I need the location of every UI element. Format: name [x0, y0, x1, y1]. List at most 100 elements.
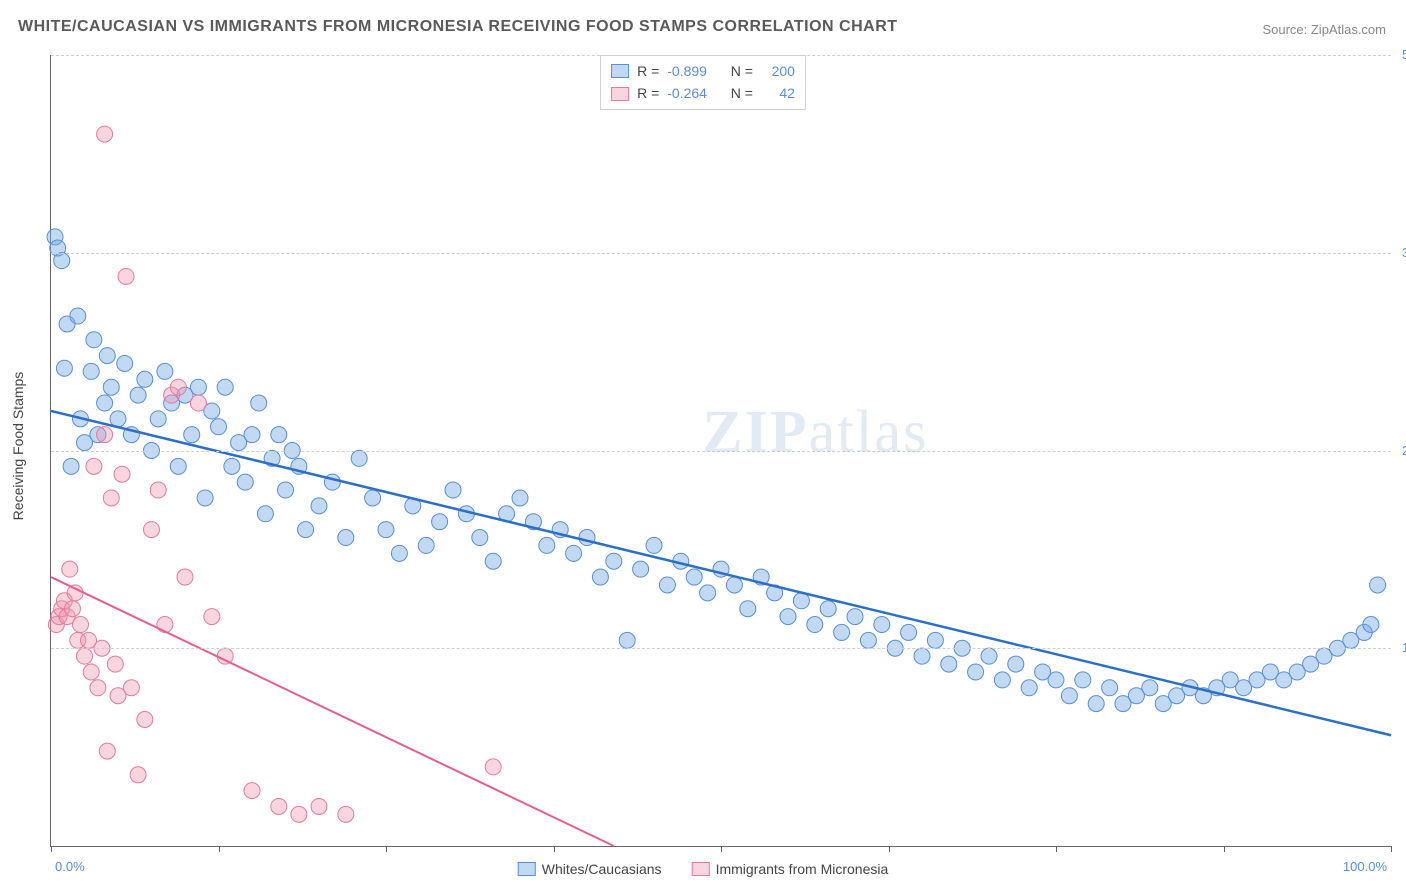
data-point-whites	[1021, 680, 1037, 696]
data-point-micronesia	[114, 466, 130, 482]
data-point-whites	[1102, 680, 1118, 696]
data-point-whites	[244, 427, 260, 443]
x-tick	[386, 846, 387, 852]
chart-title: WHITE/CAUCASIAN VS IMMIGRANTS FROM MICRO…	[18, 18, 898, 36]
x-tick	[1056, 846, 1057, 852]
y-tick-label: 25.0%	[1394, 443, 1406, 458]
data-point-whites	[1142, 680, 1158, 696]
data-point-micronesia	[271, 798, 287, 814]
data-point-whites	[592, 569, 608, 585]
data-point-whites	[271, 427, 287, 443]
data-point-whites	[1061, 688, 1077, 704]
data-point-micronesia	[144, 522, 160, 538]
data-point-whites	[190, 379, 206, 395]
source-site: ZipAtlas.com	[1311, 22, 1386, 37]
data-point-micronesia	[338, 806, 354, 822]
data-point-whites	[184, 427, 200, 443]
data-point-whites	[994, 672, 1010, 688]
data-point-whites	[512, 490, 528, 506]
data-point-whites	[1363, 617, 1379, 633]
data-point-micronesia	[118, 268, 134, 284]
correlation-legend: R = -0.899 N = 200 R = -0.264 N = 42	[600, 55, 806, 110]
legend-r-label: R =	[637, 60, 659, 82]
data-point-whites	[418, 537, 434, 553]
x-tick	[889, 846, 890, 852]
data-point-whites	[298, 522, 314, 538]
y-tick-label: 12.5%	[1394, 640, 1406, 655]
data-point-whites	[927, 632, 943, 648]
legend-swatch	[692, 862, 710, 876]
data-point-whites	[834, 624, 850, 640]
source-prefix: Source:	[1262, 22, 1310, 37]
data-point-micronesia	[77, 648, 93, 664]
data-point-whites	[1088, 696, 1104, 712]
data-point-whites	[1075, 672, 1091, 688]
gridline	[51, 253, 1391, 254]
data-point-whites	[251, 395, 267, 411]
data-point-whites	[224, 458, 240, 474]
x-tick	[219, 846, 220, 852]
data-point-whites	[820, 601, 836, 617]
data-point-whites	[981, 648, 997, 664]
legend-swatch	[518, 862, 536, 876]
data-point-whites	[1008, 656, 1024, 672]
data-point-whites	[726, 577, 742, 593]
data-point-whites	[432, 514, 448, 530]
data-point-whites	[86, 332, 102, 348]
legend-row-micronesia: R = -0.264 N = 42	[611, 82, 795, 104]
legend-n-label: N =	[731, 82, 753, 104]
series-legend: Whites/Caucasians Immigrants from Micron…	[518, 861, 889, 877]
data-point-whites	[217, 379, 233, 395]
data-point-whites	[566, 545, 582, 561]
data-point-whites	[807, 617, 823, 633]
data-point-micronesia	[177, 569, 193, 585]
data-point-whites	[391, 545, 407, 561]
data-point-micronesia	[99, 743, 115, 759]
data-point-whites	[157, 363, 173, 379]
legend-row-whites: R = -0.899 N = 200	[611, 60, 795, 82]
data-point-micronesia	[137, 711, 153, 727]
trend-line-whites	[51, 411, 1391, 735]
data-point-micronesia	[86, 458, 102, 474]
data-point-whites	[874, 617, 890, 633]
series-label: Immigrants from Micronesia	[716, 861, 889, 877]
legend-r-label: R =	[637, 82, 659, 104]
data-point-whites	[110, 411, 126, 427]
data-point-whites	[445, 482, 461, 498]
gridline	[51, 648, 1391, 649]
data-point-micronesia	[311, 798, 327, 814]
x-tick	[554, 846, 555, 852]
data-point-whites	[70, 308, 86, 324]
legend-n-value: 42	[761, 82, 795, 104]
data-point-whites	[197, 490, 213, 506]
series-label: Whites/Caucasians	[542, 861, 662, 877]
legend-swatch	[611, 64, 629, 78]
trend-line-micronesia	[51, 577, 614, 846]
data-point-micronesia	[107, 656, 123, 672]
legend-swatch	[611, 87, 629, 101]
data-point-micronesia	[103, 490, 119, 506]
bottom-legend-item-micronesia: Immigrants from Micronesia	[692, 861, 889, 877]
data-point-whites	[1048, 672, 1064, 688]
data-point-whites	[378, 522, 394, 538]
data-point-micronesia	[62, 561, 78, 577]
data-point-whites	[365, 490, 381, 506]
data-point-whites	[97, 395, 113, 411]
legend-n-label: N =	[731, 60, 753, 82]
data-point-micronesia	[90, 680, 106, 696]
data-point-micronesia	[170, 379, 186, 395]
data-point-whites	[619, 632, 635, 648]
data-point-whites	[847, 609, 863, 625]
data-point-whites	[338, 530, 354, 546]
data-point-whites	[130, 387, 146, 403]
data-point-micronesia	[97, 427, 113, 443]
data-point-whites	[539, 537, 555, 553]
data-point-micronesia	[97, 126, 113, 142]
legend-n-value: 200	[761, 60, 795, 82]
data-point-whites	[150, 411, 166, 427]
data-point-whites	[686, 569, 702, 585]
data-point-whites	[278, 482, 294, 498]
data-point-whites	[606, 553, 622, 569]
gridline	[51, 451, 1391, 452]
y-tick-label: 50.0%	[1394, 47, 1406, 62]
